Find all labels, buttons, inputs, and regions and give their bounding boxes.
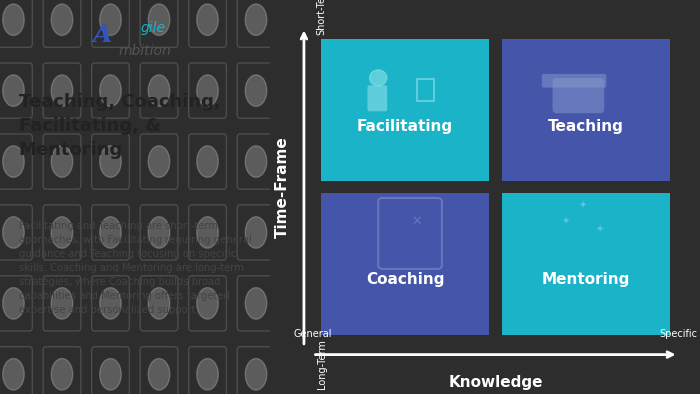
Circle shape <box>99 75 121 106</box>
Circle shape <box>197 4 218 35</box>
Circle shape <box>99 217 121 248</box>
Circle shape <box>148 146 170 177</box>
Circle shape <box>245 217 267 248</box>
Circle shape <box>148 75 170 106</box>
Circle shape <box>148 217 170 248</box>
Circle shape <box>51 217 73 248</box>
FancyBboxPatch shape <box>321 193 489 335</box>
FancyBboxPatch shape <box>321 39 489 181</box>
Circle shape <box>3 146 25 177</box>
Text: gile: gile <box>140 20 165 35</box>
Text: Short-Term: Short-Term <box>317 0 327 35</box>
Text: Facilitating: Facilitating <box>357 119 453 134</box>
FancyBboxPatch shape <box>502 193 670 335</box>
Text: Teaching, Coaching,
Facilitating, &
Mentoring: Teaching, Coaching, Facilitating, & Ment… <box>19 93 220 159</box>
Circle shape <box>51 75 73 106</box>
Circle shape <box>3 217 25 248</box>
Circle shape <box>51 4 73 35</box>
Circle shape <box>99 146 121 177</box>
Circle shape <box>197 359 218 390</box>
Text: Coaching: Coaching <box>366 272 444 287</box>
Text: ✦: ✦ <box>561 217 570 227</box>
Circle shape <box>197 146 218 177</box>
Circle shape <box>99 4 121 35</box>
Circle shape <box>3 75 25 106</box>
Text: Time-Frame: Time-Frame <box>275 136 290 238</box>
Circle shape <box>245 288 267 319</box>
FancyBboxPatch shape <box>502 39 670 181</box>
Text: Mentoring: Mentoring <box>542 272 630 287</box>
Circle shape <box>51 146 73 177</box>
Text: Knowledge: Knowledge <box>448 375 542 390</box>
Circle shape <box>51 359 73 390</box>
Text: A: A <box>92 24 112 47</box>
Circle shape <box>148 359 170 390</box>
Text: ✦: ✦ <box>579 201 587 211</box>
Circle shape <box>3 359 25 390</box>
Circle shape <box>245 359 267 390</box>
Circle shape <box>245 75 267 106</box>
Circle shape <box>99 359 121 390</box>
Circle shape <box>197 75 218 106</box>
Circle shape <box>148 4 170 35</box>
Text: ✕: ✕ <box>412 215 422 228</box>
Text: Teaching: Teaching <box>548 119 624 134</box>
Circle shape <box>370 70 387 86</box>
FancyBboxPatch shape <box>368 85 387 112</box>
Circle shape <box>3 4 25 35</box>
Circle shape <box>197 288 218 319</box>
Circle shape <box>197 217 218 248</box>
Text: ✦: ✦ <box>596 225 604 234</box>
Circle shape <box>245 146 267 177</box>
Text: mbition: mbition <box>118 44 172 58</box>
Text: Specific: Specific <box>659 329 697 339</box>
Text: General: General <box>293 329 332 339</box>
FancyBboxPatch shape <box>542 74 606 88</box>
Text: Long-Term: Long-Term <box>317 339 327 389</box>
Text: Facilitating and Teaching are short-term
approaches, with Facilitating requiring: Facilitating and Teaching are short-term… <box>19 221 252 315</box>
Circle shape <box>148 288 170 319</box>
FancyBboxPatch shape <box>552 78 604 113</box>
Circle shape <box>99 288 121 319</box>
Circle shape <box>51 288 73 319</box>
Circle shape <box>245 4 267 35</box>
Circle shape <box>3 288 25 319</box>
